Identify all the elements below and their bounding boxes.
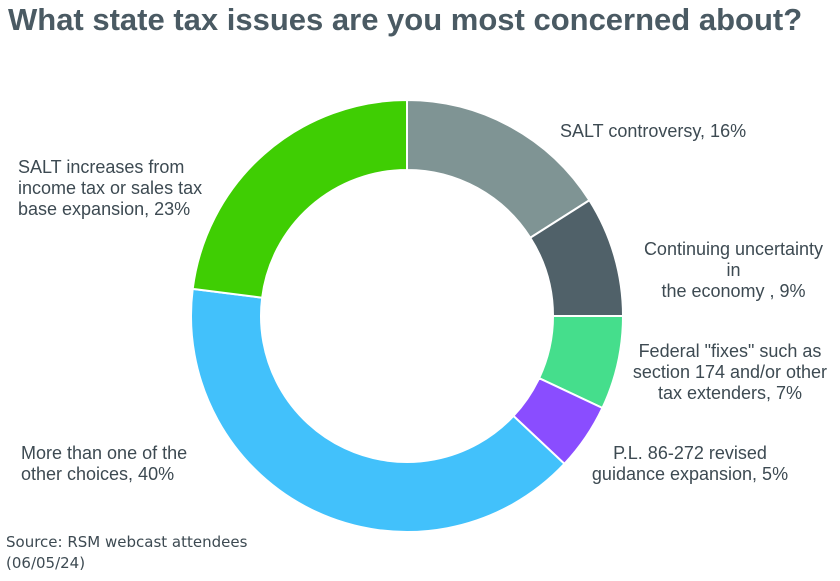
data-label-federal-fixes: Federal "fixes" such as section 174 and/… <box>632 341 828 403</box>
data-label-more-than-one: More than one of the other choices, 40% <box>21 443 188 484</box>
data-label-salt-controversy: SALT controversy, 16% <box>560 121 747 141</box>
donut-slice-more-than-one <box>190 287 566 533</box>
data-label-pl-86-272: P.L. 86-272 revised guidance expansion, … <box>591 443 789 484</box>
data-label-continuing-uncertainty: Continuing uncertainty in the economy , … <box>643 239 824 301</box>
chart-title: What state tax issues are you most conce… <box>8 2 803 37</box>
data-label-salt-increases: SALT increases from income tax or sales … <box>18 157 203 219</box>
source-note: Source: RSM webcast attendees (06/05/24) <box>6 533 248 572</box>
donut-slice-salt-increases <box>191 98 408 299</box>
